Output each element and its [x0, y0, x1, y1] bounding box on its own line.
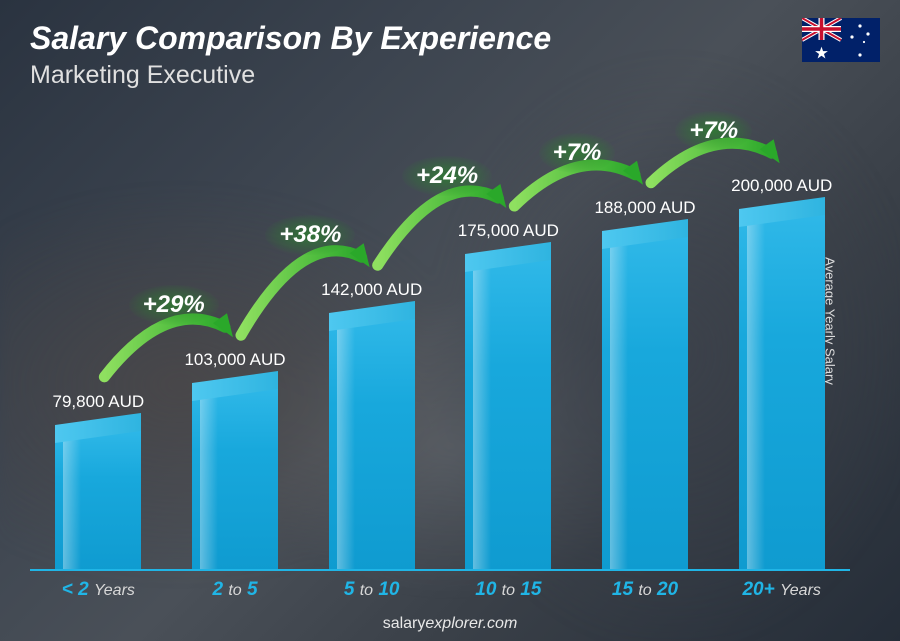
- bar-front-face: [602, 234, 688, 571]
- bar-column: 200,000 AUD: [713, 110, 850, 571]
- bar-value-label: 103,000 AUD: [184, 350, 285, 370]
- bar-column: 188,000 AUD: [577, 110, 714, 571]
- chart-header: Salary Comparison By Experience Marketin…: [30, 20, 551, 90]
- chart-subtitle: Marketing Executive: [30, 61, 551, 90]
- bar-front-face: [465, 257, 551, 571]
- bar-value-label: 79,800 AUD: [52, 392, 144, 412]
- bar: [192, 386, 278, 571]
- bar: [739, 212, 825, 571]
- bar-front-face: [329, 316, 415, 571]
- footer-brand: salaryexplorer.com: [0, 615, 900, 633]
- bar-value-label: 175,000 AUD: [458, 221, 559, 241]
- category-label: < 2 Years: [30, 579, 167, 601]
- category-label: 10 to 15: [440, 579, 577, 601]
- category-label: 15 to 20: [577, 579, 714, 601]
- bar-shine: [337, 316, 355, 571]
- category-label: 20+ Years: [713, 579, 850, 601]
- bar: [55, 428, 141, 571]
- bar-shine: [473, 257, 491, 571]
- bar-front-face: [192, 386, 278, 571]
- bar-column: 175,000 AUD: [440, 110, 577, 571]
- bar-front-face: [739, 212, 825, 571]
- bar-value-label: 200,000 AUD: [731, 176, 832, 196]
- footer-text-bold: salary: [383, 615, 426, 632]
- bar-chart: 79,800 AUD 103,000 AUD 142,000 AUD 175,0…: [30, 110, 850, 571]
- bar-shine: [63, 428, 81, 571]
- bar: [329, 316, 415, 571]
- chart-title: Salary Comparison By Experience: [30, 20, 551, 57]
- bar-shine: [610, 234, 628, 571]
- category-label: 2 to 5: [167, 579, 304, 601]
- country-flag-icon: [802, 18, 880, 62]
- footer-text-domain: explorer.com: [425, 615, 517, 632]
- category-axis: < 2 Years2 to 55 to 1010 to 1515 to 2020…: [30, 579, 850, 601]
- bar-column: 79,800 AUD: [30, 110, 167, 571]
- bar-column: 103,000 AUD: [167, 110, 304, 571]
- bar-shine: [747, 212, 765, 571]
- bar-column: 142,000 AUD: [303, 110, 440, 571]
- bar: [465, 257, 551, 571]
- bar: [602, 234, 688, 571]
- bar-shine: [200, 386, 218, 571]
- bar-value-label: 142,000 AUD: [321, 280, 422, 300]
- bar-front-face: [55, 428, 141, 571]
- chart-baseline: [30, 569, 850, 571]
- category-label: 5 to 10: [303, 579, 440, 601]
- bar-value-label: 188,000 AUD: [594, 198, 695, 218]
